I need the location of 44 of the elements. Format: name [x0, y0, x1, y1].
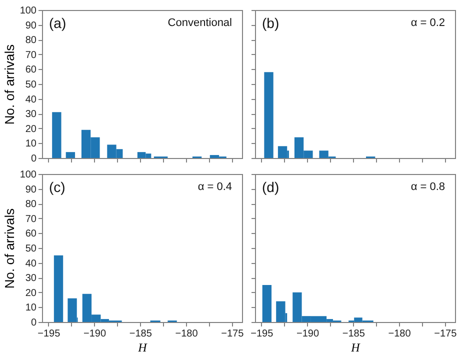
y-tick-label: 40	[25, 94, 37, 106]
x-tick-label: −185	[129, 328, 152, 340]
y-tick-label: 80	[25, 199, 37, 210]
annotation: (b)	[262, 15, 280, 31]
y-tick-label: 30	[25, 109, 37, 120]
y-axis-title: No. of arrivals	[2, 208, 17, 289]
annotation: α = 0.8	[410, 181, 445, 193]
y-tick-label: 100	[20, 170, 37, 180]
x-tick-label: −195	[38, 328, 61, 340]
annotation: α = 0.4	[198, 181, 232, 193]
x-axis-title: H	[350, 340, 362, 354]
x-tick-label: −195	[250, 328, 274, 340]
y-tick-label: 30	[25, 273, 37, 284]
annotation: (c)	[49, 179, 66, 195]
y-tick-label: 0	[30, 318, 37, 328]
annotation: (a)	[49, 15, 66, 31]
y-tick-label: 80	[25, 35, 37, 46]
y-tick-label: 100	[20, 6, 37, 16]
y-tick-label: 60	[25, 228, 37, 240]
y-tick-label: 70	[25, 50, 37, 61]
x-tick-label: −180	[175, 328, 198, 340]
y-axis-title: No. of arrivals	[2, 44, 17, 125]
y-tick-label: 50	[25, 80, 37, 90]
x-tick-label: −190	[84, 328, 106, 340]
x-tick-label: −190	[296, 328, 320, 340]
y-tick-label: 90	[25, 184, 37, 196]
y-tick-label: 10	[25, 138, 37, 150]
y-tick-label: 60	[25, 64, 37, 76]
y-tick-label: 90	[25, 20, 37, 32]
x-tick-label: −175	[221, 328, 244, 340]
x-tick-label: −175	[434, 328, 458, 340]
x-tick-label: −180	[388, 328, 412, 340]
y-tick-label: 10	[25, 302, 37, 314]
annotation: Conventional	[168, 17, 232, 29]
y-tick-label: 20	[25, 288, 37, 299]
annotation: α = 0.2	[410, 17, 445, 29]
annotation: (d)	[262, 179, 280, 195]
y-tick-label: 70	[25, 214, 37, 225]
y-tick-label: 50	[25, 244, 37, 254]
x-axis-title: H	[137, 340, 148, 354]
x-tick-label: −185	[342, 328, 366, 340]
y-tick-label: 40	[25, 258, 37, 270]
y-tick-label: 20	[25, 124, 37, 135]
y-tick-label: 0	[30, 154, 37, 164]
